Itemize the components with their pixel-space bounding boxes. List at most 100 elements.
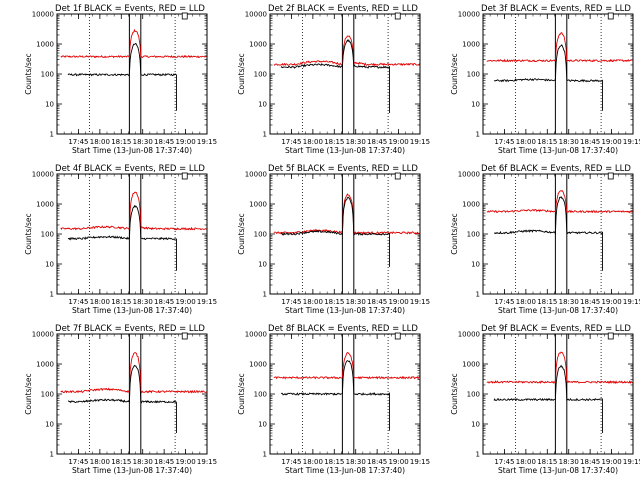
panel-5: Det 5f BLACK = Events, RED = LLD 1 10 100 10… [237,164,430,315]
y-tick-label: 10 [45,261,54,269]
x-tick-label: 19:15 [197,298,217,306]
y-tick-label: 1000 [249,201,267,209]
y-tick-label: 10 [258,101,267,109]
y-tick-label: 1 [263,291,267,299]
x-tick-label: 19:15 [410,298,430,306]
x-tick-label: 18:00 [90,298,110,306]
panel-title: Det 4f BLACK = Events, RED = LLD [55,164,205,174]
x-tick-label: 17:45 [494,458,514,466]
panel-4: Det 4f BLACK = Events, RED = LLD 1 10 100 10… [24,164,217,315]
x-tick-label: 19:00 [175,458,195,466]
y-axis-label: Counts/sec [237,53,246,94]
y-tick-label: 1000 [462,361,480,369]
events-rate-line [493,364,603,433]
x-tick-label: 18:45 [367,138,387,146]
x-tick-label: 18:30 [559,458,579,466]
events-rate-line [280,39,390,113]
y-tick-label: 10 [258,261,267,269]
x-tick-label: 18:30 [133,298,153,306]
events-rate-line [280,196,390,267]
y-tick-label: 10000 [245,331,267,339]
x-tick-label: 19:15 [197,458,217,466]
x-axis-label: Start Time (13-Jun-08 17:37:40) [72,306,192,315]
y-tick-label: 10000 [458,11,480,19]
x-tick-label: 18:30 [346,298,366,306]
panel-title: Det 8f BLACK = Events, RED = LLD [268,324,418,334]
y-tick-label: 1000 [462,41,480,49]
lld-rate-line [273,351,420,380]
x-axis-label: Start Time (13-Jun-08 17:37:40) [498,146,618,155]
y-axis-label: Counts/sec [450,213,459,254]
x-tick-label: 18:15 [324,138,344,146]
y-tick-label: 100 [41,71,54,79]
events-rate-line [67,204,177,271]
plot-frame [56,173,208,295]
x-tick-label: 18:45 [580,458,600,466]
y-tick-label: 10 [471,421,480,429]
y-tick-label: 1000 [36,41,54,49]
y-axis-label: Counts/sec [450,53,459,94]
panel-8: Det 8f BLACK = Events, RED = LLD 1 10 100 10… [237,324,430,475]
lld-rate-line [273,35,420,67]
plot-frame [482,173,634,295]
x-tick-label: 18:30 [346,458,366,466]
x-tick-label: 18:00 [303,458,323,466]
y-tick-label: 10000 [245,11,267,19]
events-rate-line [280,360,390,431]
y-tick-label: 10000 [32,11,54,19]
y-tick-label: 100 [254,71,267,79]
x-tick-label: 17:45 [68,298,88,306]
x-tick-label: 19:15 [410,138,430,146]
panel-7: Det 7f BLACK = Events, RED = LLD 1 10 100 10… [24,324,217,475]
x-tick-label: 18:15 [324,298,344,306]
x-axis-label: Start Time (13-Jun-08 17:37:40) [72,146,192,155]
panel-1: Det 1f BLACK = Events, RED = LLD 1 10 100 10… [24,4,217,155]
y-axis-label: Counts/sec [24,373,33,414]
x-tick-label: 19:15 [623,298,640,306]
y-tick-label: 1 [50,291,54,299]
x-tick-label: 19:00 [388,458,408,466]
plot-frame [269,13,421,135]
events-rate-line [494,196,603,271]
y-tick-label: 100 [41,231,54,239]
top-box-marker [607,172,614,180]
y-tick-label: 1000 [249,361,267,369]
x-tick-label: 17:45 [494,298,514,306]
x-tick-label: 19:15 [623,138,640,146]
lld-rate-line [60,352,207,394]
top-box-marker [394,172,401,180]
x-tick-label: 18:30 [559,138,579,146]
events-rate-line [493,44,603,111]
y-tick-label: 10000 [32,331,54,339]
x-tick-label: 18:45 [580,298,600,306]
top-box-marker [181,332,188,340]
panel-title: Det 6f BLACK = Events, RED = LLD [481,164,631,174]
x-tick-label: 18:15 [111,138,131,146]
x-tick-label: 18:15 [324,458,344,466]
x-tick-label: 17:45 [494,138,514,146]
x-tick-label: 19:15 [623,458,640,466]
x-tick-label: 17:45 [68,458,88,466]
panel-title: Det 5f BLACK = Events, RED = LLD [268,164,418,174]
y-tick-label: 1 [263,131,267,139]
events-rate-line [67,42,177,111]
x-tick-label: 18:00 [516,458,536,466]
x-tick-label: 19:00 [601,138,621,146]
x-tick-label: 18:45 [154,458,174,466]
x-tick-label: 18:00 [516,138,536,146]
x-tick-label: 18:30 [133,138,153,146]
x-tick-label: 19:00 [175,298,195,306]
y-tick-label: 1000 [36,361,54,369]
y-tick-label: 1 [476,451,480,459]
lld-rate-line [273,193,420,235]
x-tick-label: 18:45 [367,298,387,306]
x-tick-label: 19:00 [601,458,621,466]
y-tick-label: 1000 [462,201,480,209]
panel-9: Det 9f BLACK = Events, RED = LLD 1 10 100 10… [450,324,640,475]
y-tick-label: 10000 [458,171,480,179]
top-box-marker [394,332,401,340]
x-tick-label: 17:45 [281,138,301,146]
y-tick-label: 1000 [249,41,267,49]
panel-3: Det 3f BLACK = Events, RED = LLD 1 10 100 10… [450,4,640,155]
